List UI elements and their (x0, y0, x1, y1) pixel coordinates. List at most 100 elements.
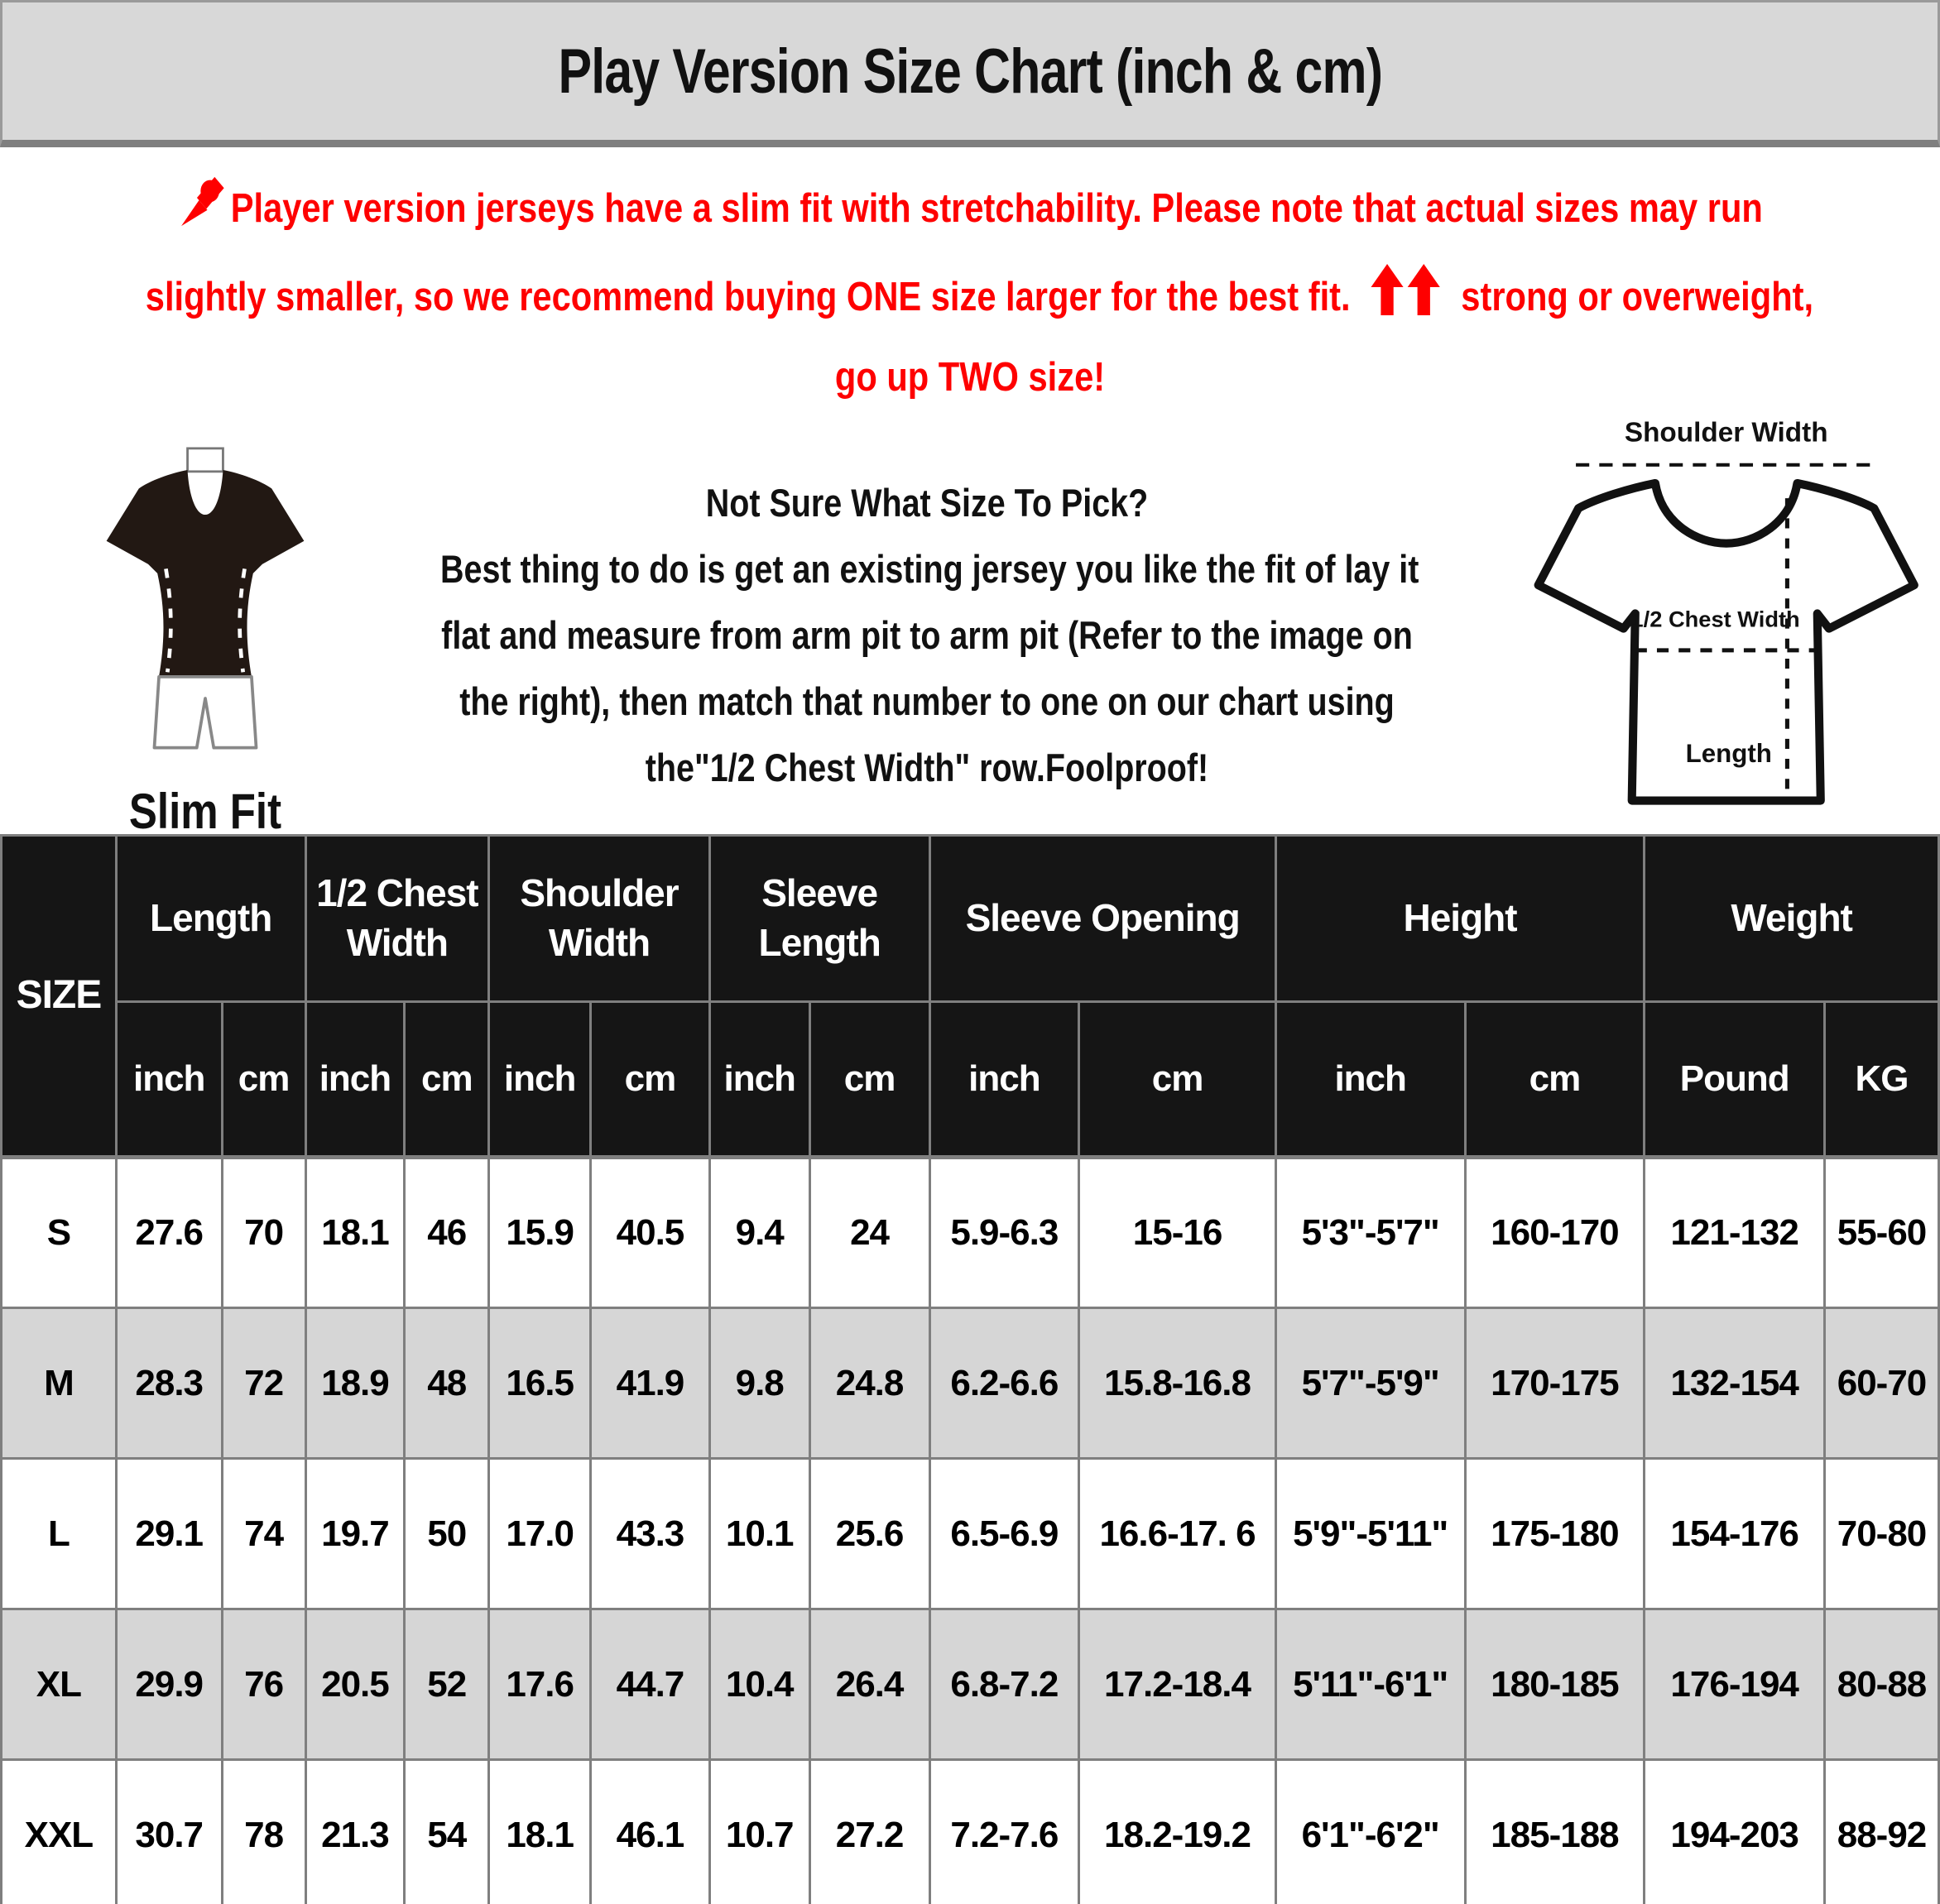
unit-header: cm (589, 1000, 711, 1158)
notice-line-3: go up TWO size! (834, 355, 1106, 400)
unit-header: cm (1463, 1000, 1646, 1158)
shoulder-width-label: Shoulder Width (1625, 418, 1828, 448)
table-cell: 44.7 (589, 1608, 711, 1761)
table-cell: 185-188 (1463, 1758, 1646, 1904)
table-cell: 30.7 (114, 1758, 223, 1904)
table-cell: 29.9 (114, 1608, 223, 1761)
table-cell: 6.8-7.2 (928, 1608, 1081, 1761)
title-bar: Play Version Size Chart (inch & cm) (0, 0, 1940, 147)
table-cell: 78 (220, 1758, 307, 1904)
table-row-m: M 28.3 72 18.9 48 16.5 41.9 9.8 24.8 6.2… (0, 1307, 1940, 1460)
guide-line: the right), then match that number to on… (459, 679, 1395, 723)
unit-header: cm (220, 1000, 307, 1158)
table-cell: 43.3 (589, 1457, 711, 1610)
slim-fit-label: Slim Fit (128, 784, 282, 839)
table-cell: 5'9"-5'11" (1274, 1457, 1467, 1610)
group-header-sleeve-length: Sleeve Length (708, 834, 931, 1003)
table-cell: 50 (403, 1457, 491, 1610)
group-header-shoulder: Shoulder Width (487, 834, 711, 1003)
table-cell: 5'7"-5'9" (1274, 1307, 1467, 1460)
table-cell: 26.4 (808, 1608, 931, 1761)
table-cell: 6.5-6.9 (928, 1457, 1081, 1610)
table-cell: 154-176 (1643, 1457, 1826, 1610)
half-chest-width-label: 1/2 Chest Width (1631, 607, 1800, 632)
table-cell: 24 (808, 1155, 931, 1309)
guide-line: Best thing to do is get an existing jers… (440, 547, 1419, 591)
size-cell: XL (0, 1608, 118, 1761)
table-cell: 160-170 (1463, 1155, 1646, 1309)
slim-fit-icon (89, 447, 321, 759)
size-cell: M (0, 1307, 118, 1460)
notice-line-1: Player version jerseys have a slim fit w… (146, 165, 1794, 260)
table-cell: 28.3 (114, 1307, 223, 1460)
table-row-xxl: XXL 30.7 78 21.3 54 18.1 46.1 10.7 27.2 … (0, 1758, 1940, 1904)
table-cell: 194-203 (1643, 1758, 1826, 1904)
group-header-weight: Weight (1643, 834, 1940, 1003)
group-header-length: Length (114, 834, 307, 1003)
table-cell: 72 (220, 1307, 307, 1460)
table-cell: 5.9-6.3 (928, 1155, 1081, 1309)
table-cell: 7.2-7.6 (928, 1758, 1081, 1904)
unit-header: cm (403, 1000, 491, 1158)
group-header-height: Height (1274, 834, 1646, 1003)
up-arrows-icon (1370, 264, 1442, 340)
size-cell: S (0, 1155, 118, 1309)
table-cell: 41.9 (589, 1307, 711, 1460)
table-cell: 132-154 (1643, 1307, 1826, 1460)
table-cell: 121-132 (1643, 1155, 1826, 1309)
unit-header: inch (1274, 1000, 1467, 1158)
unit-header: inch (304, 1000, 406, 1158)
table-cell: 25.6 (808, 1457, 931, 1610)
table-cell: 15.9 (487, 1155, 593, 1309)
group-header-half-chest: 1/2 Chest Width (304, 834, 491, 1003)
table-cell: 180-185 (1463, 1608, 1646, 1761)
unit-header: cm (808, 1000, 931, 1158)
table-cell: 18.1 (304, 1155, 406, 1309)
table-cell: 15-16 (1078, 1155, 1277, 1309)
table-cell: 70 (220, 1155, 307, 1309)
table-cell: 18.2-19.2 (1078, 1758, 1277, 1904)
table-cell: 6.2-6.6 (928, 1307, 1081, 1460)
table-cell: 10.7 (708, 1758, 811, 1904)
table-cell: 17.2-18.4 (1078, 1608, 1277, 1761)
table-cell: 54 (403, 1758, 491, 1904)
table-row-s: S 27.6 70 18.1 46 15.9 40.5 9.4 24 5.9-6… (0, 1155, 1940, 1309)
table-cell: 88-92 (1823, 1758, 1940, 1904)
table-cell: 18.9 (304, 1307, 406, 1460)
unit-header: KG (1823, 1000, 1940, 1158)
table-cell: 27.6 (114, 1155, 223, 1309)
table-cell: 80-88 (1823, 1608, 1940, 1761)
length-label: Length (1686, 739, 1772, 768)
table-cell: 5'3"-5'7" (1274, 1155, 1467, 1309)
pushpin-icon (177, 165, 229, 260)
table-cell: 176-194 (1643, 1608, 1826, 1761)
table-cell: 6'1"-6'2" (1274, 1758, 1467, 1904)
table-row-l: L 29.1 74 19.7 50 17.0 43.3 10.1 25.6 6.… (0, 1457, 1940, 1610)
guide-line: flat and measure from arm pit to arm pit… (441, 613, 1413, 657)
guide-line: the"1/2 Chest Width" row.Foolproof! (645, 746, 1209, 789)
sizing-guide: Not Sure What Size To Pick? Best thing t… (348, 470, 1506, 801)
table-cell: 20.5 (304, 1608, 406, 1761)
table-cell: 74 (220, 1457, 307, 1610)
unit-header: inch (708, 1000, 811, 1158)
size-column-header: SIZE (0, 834, 118, 1158)
size-cell: L (0, 1457, 118, 1610)
notice-text-2a: slightly smaller, so we recommend buying… (145, 275, 1351, 319)
table-cell: 46.1 (589, 1758, 711, 1904)
notice-text-2b: strong or overweight, (1461, 275, 1814, 319)
table-cell: 9.4 (708, 1155, 811, 1309)
table-cell: 170-175 (1463, 1307, 1646, 1460)
table-cell: 19.7 (304, 1457, 406, 1610)
size-table-wrap: SIZE Length 1/2 Chest Width Shoulder Wid… (0, 834, 1940, 1904)
table-cell: 24.8 (808, 1307, 931, 1460)
size-cell: XXL (0, 1758, 118, 1904)
table-row-xl: XL 29.9 76 20.5 52 17.6 44.7 10.4 26.4 6… (0, 1608, 1940, 1761)
table-cell: 18.1 (487, 1758, 593, 1904)
table-cell: 40.5 (589, 1155, 711, 1309)
table-cell: 48 (403, 1307, 491, 1460)
unit-header: inch (928, 1000, 1081, 1158)
size-table: SIZE Length 1/2 Chest Width Shoulder Wid… (0, 834, 1940, 1904)
table-cell: 60-70 (1823, 1307, 1940, 1460)
tshirt-measure-diagram: Shoulder Width 1/2 Chest Width Length (1480, 410, 1931, 827)
